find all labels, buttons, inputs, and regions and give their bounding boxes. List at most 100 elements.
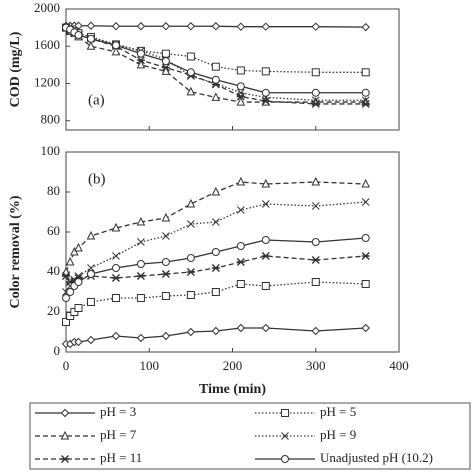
- marker: [162, 232, 170, 240]
- marker: [261, 323, 271, 333]
- y-tick-label: 2000: [34, 0, 60, 15]
- y-tick-label: 40: [47, 263, 60, 278]
- marker: [261, 22, 271, 31]
- marker: [86, 335, 96, 345]
- x-tick-label: 200: [223, 358, 243, 373]
- marker: [261, 67, 270, 76]
- marker: [211, 75, 220, 84]
- y-axis-title: COD (mg/L): [8, 31, 23, 107]
- marker: [136, 22, 146, 31]
- marker: [86, 21, 96, 30]
- marker: [311, 176, 321, 186]
- marker: [74, 304, 83, 312]
- marker: [161, 331, 171, 341]
- marker: [65, 256, 75, 266]
- marker: [361, 68, 370, 77]
- marker: [161, 66, 171, 75]
- marker: [236, 82, 245, 91]
- marker: [137, 238, 145, 246]
- legend-label: Unadjusted pH (10.2): [320, 450, 433, 465]
- y-tick-label: 100: [41, 143, 61, 158]
- marker: [186, 254, 195, 262]
- marker: [86, 230, 96, 240]
- marker: [311, 68, 320, 77]
- marker: [261, 282, 270, 290]
- marker: [86, 298, 95, 306]
- marker: [187, 220, 195, 228]
- marker: [111, 22, 121, 31]
- marker: [236, 176, 246, 186]
- marker: [281, 409, 289, 417]
- legend-label: pH = 3: [100, 404, 136, 419]
- y-tick-label: 20: [47, 303, 60, 318]
- marker: [61, 266, 71, 276]
- marker: [261, 97, 270, 106]
- panel-label: (b): [88, 171, 106, 187]
- marker: [60, 430, 70, 440]
- marker: [311, 278, 320, 286]
- marker: [87, 264, 95, 272]
- marker: [66, 288, 75, 296]
- panel-label: (a): [88, 92, 105, 108]
- marker: [111, 222, 121, 232]
- legend-label: pH = 7: [100, 427, 137, 442]
- marker: [361, 280, 370, 288]
- plot-frame: [65, 151, 400, 353]
- marker: [236, 258, 245, 266]
- marker: [361, 198, 370, 206]
- marker: [211, 62, 220, 71]
- series-line: [65, 201, 366, 293]
- marker: [161, 22, 171, 31]
- marker: [361, 252, 370, 260]
- x-tick-label: 300: [306, 358, 326, 373]
- y-axis-title: Color removal (%): [8, 195, 23, 308]
- marker: [136, 272, 145, 280]
- y-tick-label: 800: [41, 112, 61, 127]
- x-tick-label: 0: [63, 358, 70, 373]
- marker: [361, 178, 371, 188]
- marker: [236, 22, 246, 31]
- marker: [311, 22, 320, 31]
- x-tick-label: 100: [140, 358, 160, 373]
- marker: [281, 432, 289, 440]
- marker: [112, 252, 120, 260]
- marker: [74, 242, 83, 252]
- x-tick-label: 400: [389, 358, 409, 373]
- marker: [236, 323, 246, 333]
- marker: [111, 264, 120, 272]
- marker: [311, 88, 320, 97]
- marker: [161, 292, 170, 300]
- marker: [186, 86, 196, 96]
- x-axis-title: Time (min): [199, 382, 266, 397]
- marker: [311, 238, 320, 246]
- marker: [136, 333, 146, 343]
- y-tick-label: 1600: [34, 37, 60, 52]
- marker: [186, 22, 196, 31]
- marker: [86, 41, 96, 50]
- marker: [186, 198, 196, 208]
- marker: [261, 200, 270, 208]
- marker: [60, 408, 70, 418]
- legend-box: [29, 402, 471, 470]
- marker: [62, 272, 70, 280]
- y-tick-label: 80: [47, 183, 60, 198]
- marker: [111, 41, 120, 50]
- marker: [361, 234, 370, 242]
- marker: [361, 22, 370, 32]
- marker: [186, 327, 196, 337]
- marker: [161, 212, 171, 222]
- marker: [111, 274, 120, 282]
- marker: [211, 326, 221, 336]
- marker: [136, 56, 145, 65]
- marker: [186, 52, 195, 61]
- marker: [86, 270, 95, 278]
- marker: [311, 256, 320, 264]
- marker: [236, 96, 246, 106]
- marker: [136, 59, 146, 69]
- marker: [74, 278, 83, 286]
- y-tick-label: 0: [54, 343, 61, 358]
- y-tick-label: 1200: [34, 74, 60, 89]
- marker: [161, 63, 170, 72]
- marker: [136, 216, 146, 226]
